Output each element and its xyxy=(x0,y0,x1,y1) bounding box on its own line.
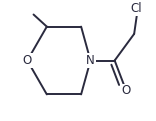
Text: O: O xyxy=(122,84,131,97)
Text: Cl: Cl xyxy=(130,2,141,15)
Text: O: O xyxy=(23,54,32,67)
Text: N: N xyxy=(86,54,95,67)
